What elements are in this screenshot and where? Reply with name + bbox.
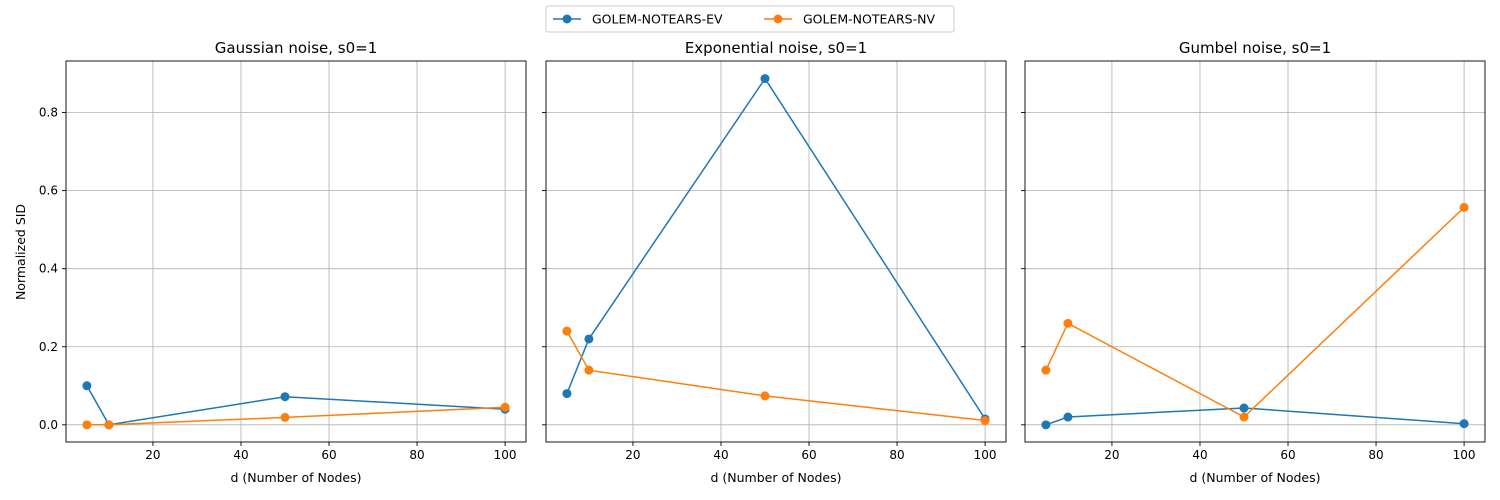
x-tick-label: 20	[625, 448, 640, 462]
legend-label-nv: GOLEM-NOTEARS-NV	[803, 12, 935, 27]
data-point-nv	[980, 416, 990, 426]
data-point-nv	[1459, 202, 1469, 212]
x-tick-label: 20	[1104, 448, 1119, 462]
series-line-nv	[86, 406, 506, 426]
x-tick-label: 40	[233, 448, 248, 462]
data-point-nv	[104, 420, 114, 430]
data-point-ev	[562, 389, 572, 399]
x-axis-label: d (Number of Nodes)	[230, 470, 361, 485]
data-point-nv	[500, 402, 510, 412]
x-tick-label: 80	[1368, 448, 1383, 462]
axes-frame	[1024, 60, 1486, 443]
y-tick-label: 0.6	[39, 184, 58, 198]
subplot-title: Exponential noise, s0=1	[685, 39, 867, 57]
legend-marker-ev	[562, 14, 572, 24]
data-point-ev	[82, 381, 92, 391]
legend-marker-nv	[773, 14, 783, 24]
x-tick-label: 80	[409, 448, 424, 462]
subplot-2: 20 40 60 80 100 Exponential noise, s0=1 d (Num…	[542, 39, 1007, 485]
data-point-ev	[1459, 419, 1469, 429]
legend-label-ev: GOLEM-NOTEARS-EV	[592, 12, 723, 27]
data-point-nv	[760, 391, 770, 401]
legend: GOLEM-NOTEARS-EV GOLEM-NOTEARS-NV	[545, 5, 955, 33]
data-point-nv	[562, 326, 572, 336]
series-line-ev	[86, 385, 506, 426]
data-point-ev	[1041, 420, 1051, 430]
subplot-1: 20 40 60 80 100 0.0 0.2 0.4 0.6 0.8 Gaussian noise…	[39, 39, 527, 485]
x-tick-label: 60	[321, 448, 336, 462]
axes-frame	[65, 60, 527, 443]
y-tick-label: 0.8	[39, 106, 58, 120]
x-tick-label: 100	[494, 448, 517, 462]
data-point-ev	[1239, 403, 1249, 413]
x-axis-label: d (Number of Nodes)	[1189, 470, 1320, 485]
series-line-nv	[1045, 206, 1465, 418]
x-tick-label: 20	[145, 448, 160, 462]
x-axis-label: d (Number of Nodes)	[710, 470, 841, 485]
x-tick-label: 100	[974, 448, 997, 462]
subplots: 20 40 60 80 100 0.0 0.2 0.4 0.6 0.8 Gaussian noise…	[39, 39, 1486, 485]
x-tick-label: 60	[801, 448, 816, 462]
y-tick-label: 0.0	[39, 418, 58, 432]
series-line-nv	[566, 330, 986, 422]
x-tick-label: 80	[889, 448, 904, 462]
data-point-ev	[280, 392, 290, 402]
data-point-nv	[82, 420, 92, 430]
x-tick-label: 40	[1192, 448, 1207, 462]
data-point-nv	[1041, 365, 1051, 375]
series-line-ev	[1045, 407, 1465, 426]
legend-frame	[545, 5, 955, 33]
data-point-ev	[1063, 412, 1073, 422]
axes-frame	[545, 60, 1007, 443]
x-tick-label: 100	[1453, 448, 1476, 462]
data-point-nv	[584, 365, 594, 375]
data-point-nv	[1063, 318, 1073, 328]
data-point-nv	[1239, 412, 1249, 422]
x-tick-label: 40	[713, 448, 728, 462]
subplot-title: Gaussian noise, s0=1	[215, 39, 378, 57]
y-axis-label: Normalized SID	[13, 204, 28, 300]
x-tick-label: 60	[1280, 448, 1295, 462]
series-line-ev	[566, 77, 986, 420]
subplot-title: Gumbel noise, s0=1	[1179, 39, 1331, 57]
data-point-nv	[280, 412, 290, 422]
data-point-ev	[584, 334, 594, 344]
subplot-3: 20 40 60 80 100 Gumbel noise, s0=1 d (Number o…	[1021, 39, 1486, 485]
y-tick-label: 0.2	[39, 340, 58, 354]
data-point-ev	[760, 74, 770, 84]
y-tick-label: 0.4	[39, 262, 58, 276]
